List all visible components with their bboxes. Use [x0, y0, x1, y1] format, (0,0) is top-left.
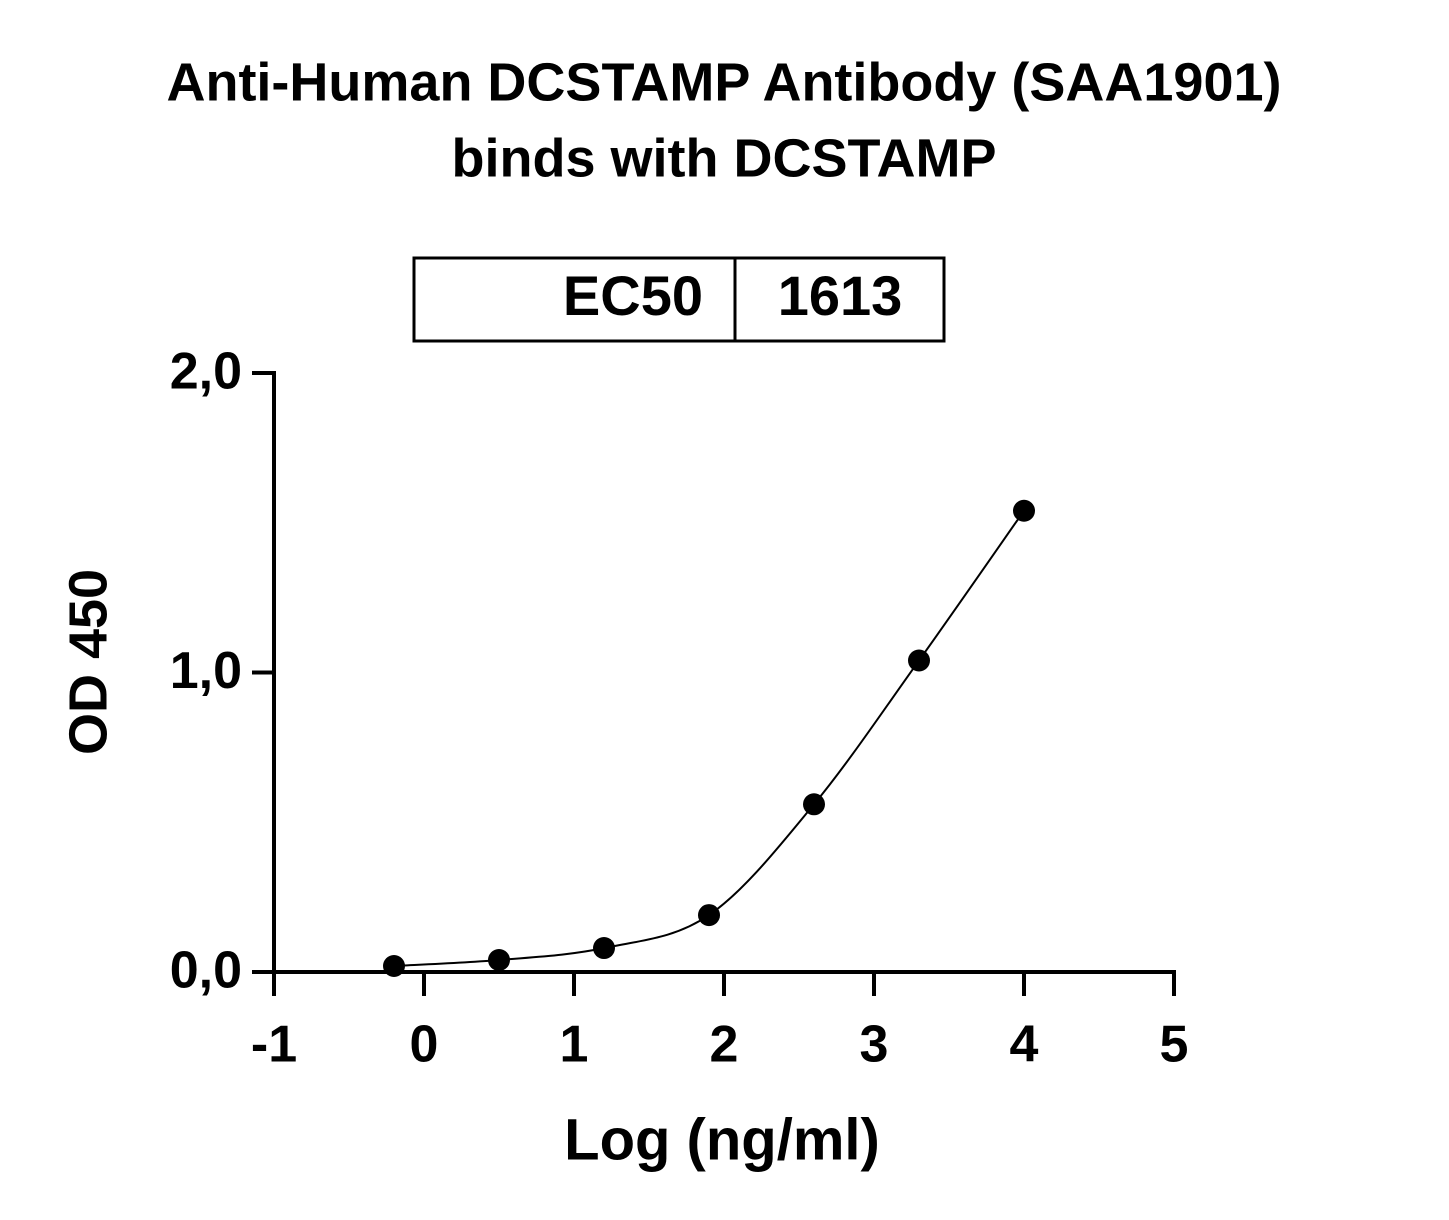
y-axis-label: OD 450	[58, 569, 118, 755]
data-point	[383, 955, 405, 978]
ec50-box	[412, 256, 946, 343]
x-tick-label: -1	[251, 1016, 297, 1074]
x-tick-label: 1	[560, 1016, 589, 1074]
data-point	[593, 937, 615, 960]
x-tick-label: 5	[1160, 1016, 1189, 1074]
x-tick-label: 2	[710, 1016, 739, 1074]
y-tick-label: 2,0	[170, 343, 242, 401]
y-tick-label: 0,0	[170, 942, 242, 1000]
chart-subtitle: binds with DCSTAMP	[452, 128, 997, 188]
x-axis-label: Log (ng/ml)	[564, 1107, 880, 1172]
x-tick-label: 0	[410, 1016, 439, 1074]
ec50-value: 1613	[778, 264, 903, 327]
data-point	[908, 649, 930, 672]
x-tick-label: 3	[860, 1016, 889, 1074]
x-tick-label: 4	[1010, 1016, 1039, 1074]
data-point	[803, 793, 825, 816]
y-tick-label: 1,0	[170, 642, 242, 700]
ec50-label: EC50	[563, 264, 703, 327]
data-point	[698, 904, 720, 927]
chart-title: Anti-Human DCSTAMP Antibody (SAA1901)	[166, 52, 1281, 112]
data-point	[488, 949, 510, 972]
data-point	[1013, 499, 1035, 522]
fit-curve	[393, 510, 1025, 968]
